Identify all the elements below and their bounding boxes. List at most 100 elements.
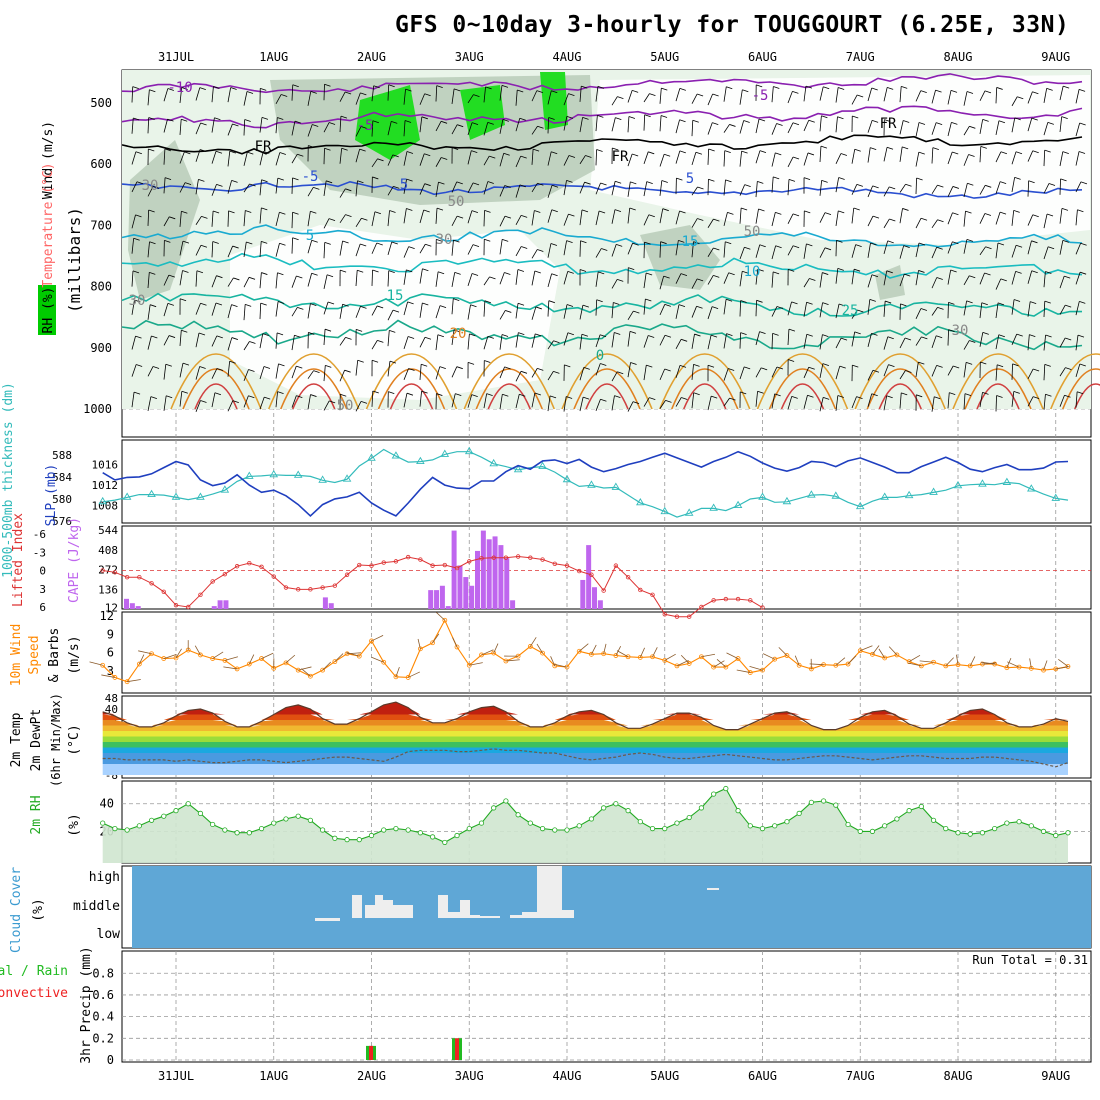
wind-barb (563, 93, 569, 106)
wind-barb (835, 337, 842, 349)
wind-barb (723, 150, 726, 167)
wind-barb (339, 337, 346, 346)
wind-barb-flag (937, 219, 944, 223)
wind-barb (643, 272, 647, 289)
wind-barb-flag (905, 370, 912, 373)
wind-barb (979, 213, 986, 224)
rh2m-marker (772, 823, 778, 829)
wind-barb-10m (417, 638, 421, 649)
cloud-block (537, 866, 562, 918)
thickness-marker (245, 471, 254, 479)
date-label-bottom: 1AUG (259, 1069, 288, 1083)
thickness-marker (904, 490, 914, 499)
wind-marker (295, 667, 301, 673)
wind-barb (1027, 91, 1033, 104)
wind-barb (499, 153, 505, 167)
wind-barb-flag (937, 307, 944, 310)
wind-barb (1043, 88, 1048, 103)
wind-barb-10m (603, 643, 607, 654)
wind-barb-flag (660, 115, 668, 118)
wind-barb (163, 303, 169, 317)
wind-barb (627, 116, 630, 133)
li-marker (100, 568, 105, 573)
wind-barb (787, 329, 790, 346)
slp-label: SLP (mb) (44, 464, 59, 527)
wind-barb-flag (437, 334, 445, 338)
wind-barb-flag (1045, 393, 1052, 397)
wind-barb-flag (596, 299, 603, 303)
wind-barb (499, 334, 503, 350)
wind-barb-flag (388, 391, 395, 394)
wind-barb-flag (792, 245, 800, 249)
wind-barb (1043, 364, 1046, 381)
thickness-marker (367, 453, 376, 461)
wind-barb-flag (471, 394, 478, 398)
li-marker (173, 602, 179, 608)
wind-barb (435, 366, 441, 380)
wind-barb-flag (360, 305, 367, 309)
rh-tick: 40 (100, 797, 114, 811)
wind-barb (1027, 150, 1034, 162)
li-marker (344, 572, 350, 577)
wind-barb (627, 362, 631, 378)
wind-barb (131, 151, 137, 165)
wind-barb-flag (628, 267, 635, 271)
wind-barb (515, 246, 522, 257)
bl-isotherm (854, 353, 946, 410)
wind-barb (979, 272, 985, 285)
wind-barb-flag (918, 242, 926, 246)
wind-barb (243, 341, 250, 351)
wind-barb (211, 151, 217, 164)
wind-barb (451, 88, 455, 105)
contour-label: 50 (448, 194, 465, 210)
wind-barb-flag (181, 118, 188, 122)
wind-barb (195, 270, 198, 287)
wind10-label1: 10m Wind (9, 624, 24, 687)
wind-barb-10m (224, 656, 238, 661)
wind-barb-flag (661, 87, 668, 91)
wind-barb (291, 307, 298, 317)
wind-barb (931, 307, 938, 316)
wind-barb (547, 243, 552, 258)
bl-isotherm (365, 353, 458, 410)
wind-barb-10m (860, 645, 873, 652)
thickness-marker (880, 492, 889, 500)
wind-marker (356, 653, 362, 659)
rh-moist-area (270, 75, 595, 205)
wind-barb-flag (758, 118, 766, 122)
wind-barb-flag (517, 269, 525, 272)
wind-barb-10m (138, 650, 152, 655)
wind-barb-flag (519, 117, 526, 121)
wind-barb-flag (729, 124, 736, 127)
wind-barb (803, 278, 810, 288)
thickness-marker (855, 501, 865, 510)
wind-barb-10m (749, 665, 763, 671)
wind-barb-10m (639, 647, 645, 658)
rh2m-marker (552, 827, 558, 833)
wind-barb-flag (566, 115, 574, 119)
wind-barb (275, 152, 281, 166)
wind-barb-flag (167, 302, 174, 306)
wind-barb-flag (948, 329, 955, 333)
wind-barb (1011, 245, 1017, 258)
wind-barb-flag (1015, 270, 1022, 274)
wind-barb-flag (903, 245, 910, 248)
thickness-marker (440, 449, 450, 457)
wind-barb-flag (355, 328, 363, 332)
wind-barb (547, 300, 550, 317)
wind-barb-flag (886, 146, 894, 150)
contour-label: 5 (400, 177, 408, 193)
panel-frame-wind (121, 611, 1092, 694)
wind-barb-flag (792, 122, 800, 126)
wind-barb (419, 183, 426, 195)
wind-barb (179, 151, 185, 164)
wind-barb-flag (1065, 304, 1072, 308)
wind-barb (595, 399, 601, 411)
wind-barb (211, 368, 218, 379)
wind-barb (803, 367, 810, 379)
wind-barb-flag (678, 304, 686, 308)
wind-barb-flag (421, 116, 428, 120)
wind-barb-flag (179, 298, 187, 302)
wind-barb (307, 211, 311, 227)
wind-barb (403, 89, 406, 105)
